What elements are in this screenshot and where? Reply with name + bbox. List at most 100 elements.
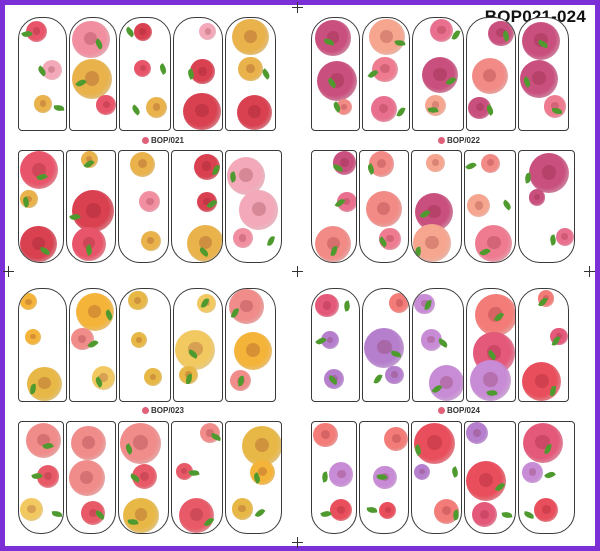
rose-sticker <box>488 20 514 46</box>
rose-sticker <box>424 94 447 116</box>
nail-sticker <box>518 421 575 534</box>
rose-sticker <box>528 188 546 206</box>
nail-sticker <box>518 17 569 131</box>
leaf-sticker <box>158 63 169 75</box>
nail-sticker <box>119 288 171 402</box>
rose-sticker <box>26 423 62 459</box>
rose-sticker <box>555 227 574 247</box>
nail-sticker <box>412 288 464 402</box>
sheet-label: BOP/021 <box>142 136 184 145</box>
sticker-sheet-023: BOP/023 <box>142 406 184 415</box>
nail-sticker <box>118 150 169 263</box>
nail-sticker <box>359 150 409 263</box>
rose-sticker <box>384 365 404 385</box>
rose-sticker <box>178 497 215 533</box>
rose-sticker <box>475 224 513 262</box>
sheet-label-text: BOP/023 <box>151 406 184 415</box>
nail-sticker <box>225 288 276 402</box>
nail-sticker <box>311 150 357 263</box>
registration-mark <box>292 2 303 13</box>
rose-icon <box>142 137 149 144</box>
rose-icon <box>438 407 445 414</box>
rose-sticker <box>321 331 339 350</box>
nail-sticker <box>171 421 223 534</box>
rose-sticker <box>96 95 116 115</box>
rose-sticker <box>414 422 456 465</box>
rose-sticker <box>313 422 339 448</box>
rose-sticker <box>467 194 491 218</box>
leaf-sticker <box>129 103 142 116</box>
rose-sticker <box>241 425 281 466</box>
rose-sticker <box>466 422 488 444</box>
rose-sticker <box>20 225 57 262</box>
leaf-sticker <box>267 235 276 247</box>
rose-sticker <box>413 463 430 480</box>
rose-sticker <box>329 499 353 522</box>
sheet-label-text: BOP/021 <box>151 136 184 145</box>
rose-sticker <box>384 427 408 452</box>
registration-mark <box>292 266 303 277</box>
rose-sticker <box>428 365 463 401</box>
rose-sticker <box>522 362 561 401</box>
sticker-sheet-022: BOP/022 <box>0 0 600 270</box>
nail-sticker <box>311 288 360 402</box>
rose-icon <box>142 407 149 414</box>
rose-sticker <box>379 501 396 519</box>
rose-sticker <box>199 23 217 41</box>
rose-sticker <box>329 462 354 487</box>
nail-sticker <box>362 288 410 402</box>
rose-sticker <box>134 60 152 77</box>
rose-sticker <box>413 224 451 262</box>
rose-sticker <box>543 95 567 118</box>
rose-sticker <box>466 460 507 501</box>
sticker-sheet-021: BOP/021 <box>0 0 300 270</box>
rose-sticker <box>429 18 453 42</box>
rose-sticker <box>232 18 270 56</box>
sheet-label: BOP/023 <box>142 406 184 415</box>
rose-sticker <box>233 332 272 371</box>
rose-sticker <box>71 425 106 461</box>
nail-sticker <box>518 150 575 263</box>
leaf-sticker <box>450 466 460 479</box>
registration-mark <box>292 537 303 548</box>
nail-sticker <box>411 421 462 534</box>
leaf-sticker <box>451 29 461 41</box>
leaf-sticker <box>523 510 535 519</box>
nail-sticker <box>119 17 171 131</box>
nail-sticker <box>466 17 516 131</box>
leaf-sticker <box>52 510 63 518</box>
rose-sticker <box>528 153 570 194</box>
leaf-sticker <box>188 468 200 477</box>
rose-sticker <box>190 59 215 84</box>
rose-sticker <box>335 99 353 116</box>
rose-sticker <box>228 289 264 325</box>
rose-sticker <box>20 293 37 311</box>
rose-sticker <box>143 368 162 387</box>
rose-sticker <box>389 293 409 314</box>
rose-sticker <box>232 228 253 249</box>
leaf-sticker <box>342 300 351 312</box>
rose-sticker <box>315 226 352 262</box>
rose-sticker <box>128 290 148 311</box>
sheet-label: BOP/024 <box>438 406 480 415</box>
leaf-sticker <box>501 511 513 519</box>
nail-sticker <box>464 421 516 534</box>
rose-sticker <box>25 20 48 43</box>
rose-sticker <box>249 459 276 486</box>
nail-sticker <box>464 150 516 263</box>
nail-sticker <box>225 150 282 263</box>
nail-sticker <box>311 421 357 534</box>
leaf-sticker <box>465 160 477 171</box>
rose-sticker <box>231 498 254 520</box>
rose-sticker <box>183 92 221 130</box>
registration-mark <box>584 266 595 277</box>
sheet-label-text: BOP/024 <box>447 406 480 415</box>
rose-sticker <box>481 153 501 173</box>
rose-sticker <box>471 58 508 95</box>
rose-sticker <box>41 59 62 81</box>
nail-sticker <box>171 150 223 263</box>
rose-sticker <box>368 19 405 56</box>
rose-sticker <box>129 151 155 177</box>
rose-sticker <box>131 331 148 348</box>
leaf-sticker <box>366 506 378 514</box>
